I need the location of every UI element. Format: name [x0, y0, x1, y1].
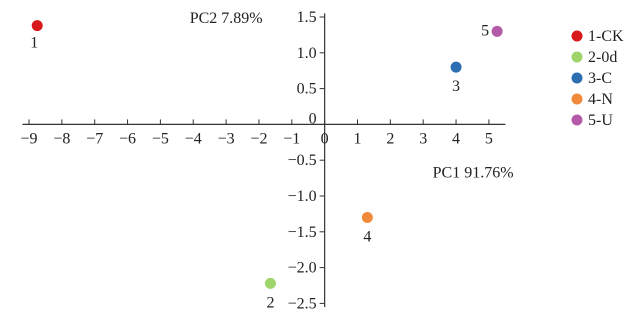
data-point — [31, 20, 43, 32]
axes — [22, 13, 506, 307]
x-tick-label: −9 — [20, 130, 37, 147]
legend-marker — [571, 114, 583, 126]
x-tick-label: 2 — [386, 130, 394, 147]
x-tick-label: 3 — [419, 130, 427, 147]
y-ticks: −2.5 −2.0 −1.5 −1.0 −0.5 0 0.5 1.0 1.5 — [288, 9, 325, 312]
x-tick-label: −7 — [86, 130, 103, 147]
legend-marker — [571, 72, 583, 84]
y-tick-label: 1.5 — [297, 9, 317, 26]
x-tick-label: −4 — [185, 130, 202, 147]
x-tick-label: 1 — [354, 130, 362, 147]
y-axis-title: PC2 7.89% — [190, 10, 263, 27]
y-tick-label: −1.0 — [288, 188, 317, 205]
x-tick-label: 5 — [485, 130, 493, 147]
data-point — [361, 211, 373, 223]
data-point-label: 1 — [30, 35, 38, 52]
y-tick-label: 0.5 — [297, 81, 317, 98]
legend-marker — [571, 51, 583, 63]
x-tick-label: −6 — [119, 130, 136, 147]
y-tick-label: −2.0 — [288, 260, 317, 277]
legend-marker — [571, 30, 583, 42]
x-tick-label: −2 — [250, 130, 267, 147]
legend-label: 5-U — [588, 112, 613, 129]
x-tick-label: −1 — [283, 130, 300, 147]
y-tick-label: −2.5 — [288, 295, 317, 312]
x-ticks: −9 −8 −7 −6 −5 −4 −3 −2 −1 0 1 2 3 4 5 — [20, 119, 493, 147]
y-tick-label: 0 — [309, 110, 317, 127]
legend-marker — [571, 93, 583, 105]
x-axis-title: PC1 91.76% — [433, 164, 514, 181]
data-point-label: 3 — [452, 78, 460, 95]
data-point — [491, 25, 503, 37]
legend-label: 1-CK — [588, 28, 624, 45]
x-tick-label: −8 — [53, 130, 70, 147]
x-tick-label: −5 — [152, 130, 169, 147]
legend-label: 4-N — [588, 91, 613, 108]
legend-label: 3-C — [588, 70, 612, 87]
data-points: 1 2 3 4 5 — [30, 20, 503, 311]
legend: 1-CK 2-0d 3-C 4-N 5-U — [571, 28, 624, 129]
y-tick-label: −0.5 — [288, 152, 317, 169]
data-point-label: 2 — [266, 294, 274, 311]
data-point-label: 4 — [363, 228, 371, 245]
data-point-label: 5 — [481, 22, 489, 39]
y-tick-label: −1.5 — [288, 224, 317, 241]
x-tick-label: 0 — [321, 130, 329, 147]
x-tick-label: −3 — [218, 130, 235, 147]
x-tick-label: 4 — [452, 130, 460, 147]
legend-label: 2-0d — [588, 49, 617, 66]
data-point — [450, 61, 462, 73]
y-tick-label: 1.0 — [297, 45, 317, 62]
data-point — [264, 277, 276, 289]
